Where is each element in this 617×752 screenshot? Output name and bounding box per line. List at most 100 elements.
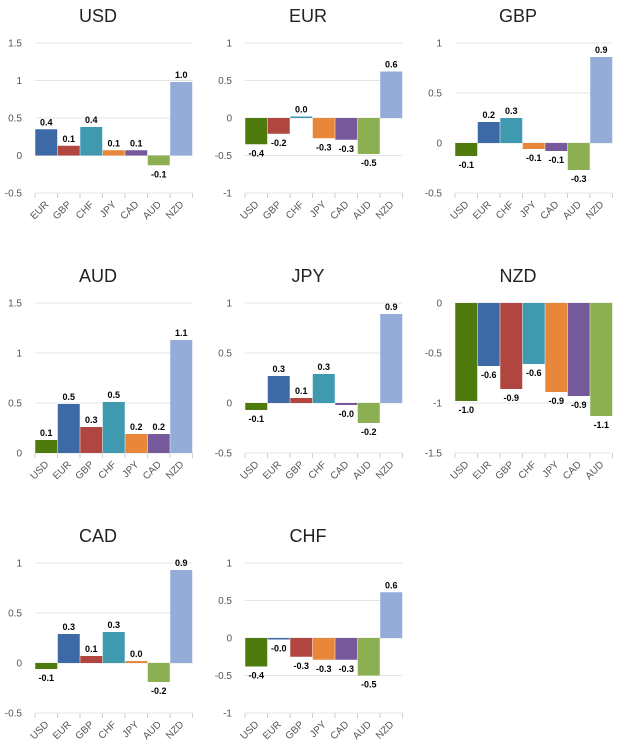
data-label: -0.3	[338, 144, 354, 154]
bar-chf	[312, 374, 335, 403]
bar-eur	[57, 634, 80, 663]
data-label: 0.2	[130, 422, 143, 432]
data-label: 0.5	[107, 390, 120, 400]
data-label: 0.1	[295, 386, 308, 396]
data-label: -0.1	[248, 414, 264, 424]
y-tick-label: 1	[226, 559, 232, 570]
bar-gbp	[57, 145, 80, 156]
bar-gbp	[267, 118, 290, 134]
y-tick-label: 0	[16, 151, 22, 162]
x-tick-label: CHF	[517, 459, 539, 481]
data-label: -0.0	[271, 644, 287, 654]
x-tick-label: AUD	[351, 199, 374, 222]
data-label: -0.3	[316, 142, 332, 152]
bar-aud	[147, 155, 170, 166]
data-label: 1.1	[175, 328, 188, 338]
data-label: -0.9	[548, 396, 564, 406]
x-tick-label: CHF	[97, 459, 119, 481]
y-tick-label: 1	[226, 39, 232, 50]
data-label: 0.1	[107, 138, 120, 148]
x-tick-label: JPY	[518, 199, 539, 220]
x-tick-label: USD	[449, 199, 472, 222]
x-tick-label: CAD	[329, 199, 352, 222]
bar-usd	[35, 663, 58, 669]
y-tick-label: 0.5	[218, 596, 232, 607]
data-label: -0.5	[361, 680, 377, 690]
data-label: 1.0	[175, 70, 188, 80]
chart-title-cad: CAD	[79, 526, 117, 546]
y-tick-label: -0.5	[5, 709, 23, 720]
bar-aud	[147, 663, 170, 682]
x-tick-label: NZD	[164, 199, 186, 221]
bar-eur	[267, 376, 290, 403]
bar-eur	[35, 129, 58, 156]
data-label: -0.2	[151, 686, 167, 696]
y-tick-label: 0	[16, 449, 22, 460]
bar-eur	[477, 122, 500, 143]
data-label: -0.2	[361, 427, 377, 437]
y-tick-label: 0	[226, 114, 232, 125]
x-tick-label: CHF	[74, 199, 96, 221]
x-tick-label: GBP	[284, 459, 307, 482]
y-tick-label: -0.5	[5, 189, 23, 200]
data-label: 0.6	[385, 60, 398, 70]
data-label: -0.1	[548, 155, 564, 165]
data-label: -0.1	[151, 169, 167, 179]
x-tick-label: EUR	[51, 459, 74, 482]
x-tick-label: EUR	[261, 719, 284, 742]
x-tick-label: USD	[239, 199, 262, 222]
bar-nzd	[170, 570, 193, 663]
bar-nzd	[380, 71, 403, 118]
x-tick-label: NZD	[374, 199, 396, 221]
bar-gbp	[290, 398, 313, 403]
x-tick-label: CAD	[141, 459, 164, 482]
data-label: 0.4	[85, 115, 98, 125]
bar-eur	[267, 638, 290, 640]
data-label: 0.9	[385, 302, 398, 312]
x-tick-label: GBP	[494, 459, 517, 482]
bar-cad	[567, 303, 590, 396]
bar-chf	[500, 118, 523, 143]
y-tick-label: 1	[436, 39, 442, 50]
x-tick-label: GBP	[51, 199, 74, 222]
x-tick-label: NZD	[164, 459, 186, 481]
bar-eur	[57, 404, 80, 453]
x-tick-label: USD	[29, 459, 52, 482]
data-label: -0.3	[338, 664, 354, 674]
bar-nzd	[380, 592, 403, 638]
y-tick-label: -0.5	[425, 189, 443, 200]
y-tick-label: 0.5	[8, 114, 22, 125]
bar-usd	[455, 303, 478, 401]
chart-title-eur: EUR	[289, 6, 327, 26]
bar-usd	[245, 118, 268, 145]
x-tick-label: AUD	[584, 459, 607, 482]
data-label: 0.3	[107, 620, 120, 630]
x-tick-label: CHF	[284, 199, 306, 221]
x-tick-label: CAD	[119, 199, 142, 222]
y-tick-label: 1	[16, 76, 22, 87]
bar-gbp	[80, 427, 103, 453]
y-tick-label: 1	[16, 559, 22, 570]
x-tick-label: USD	[449, 459, 472, 482]
bar-aud	[590, 303, 613, 416]
bar-usd	[245, 638, 268, 667]
data-label: 0.3	[62, 622, 75, 632]
bar-usd	[35, 440, 58, 453]
y-tick-label: -0.5	[215, 449, 233, 460]
bar-chf	[522, 303, 545, 364]
bar-aud	[357, 403, 380, 423]
data-label: -0.5	[361, 158, 377, 168]
data-label: -0.1	[458, 160, 474, 170]
bar-usd	[455, 143, 478, 156]
y-tick-label: 0.5	[8, 399, 22, 410]
chart-title-gbp: GBP	[499, 6, 537, 26]
bar-eur	[477, 303, 500, 366]
data-label: 0.4	[40, 117, 53, 127]
bar-jpy	[312, 638, 335, 660]
x-tick-label: NZD	[584, 199, 606, 221]
data-label: 0.1	[130, 138, 143, 148]
x-tick-label: EUR	[51, 719, 74, 742]
x-tick-label: CHF	[494, 199, 516, 221]
chart-title-aud: AUD	[79, 266, 117, 286]
x-tick-label: AUD	[141, 199, 164, 222]
